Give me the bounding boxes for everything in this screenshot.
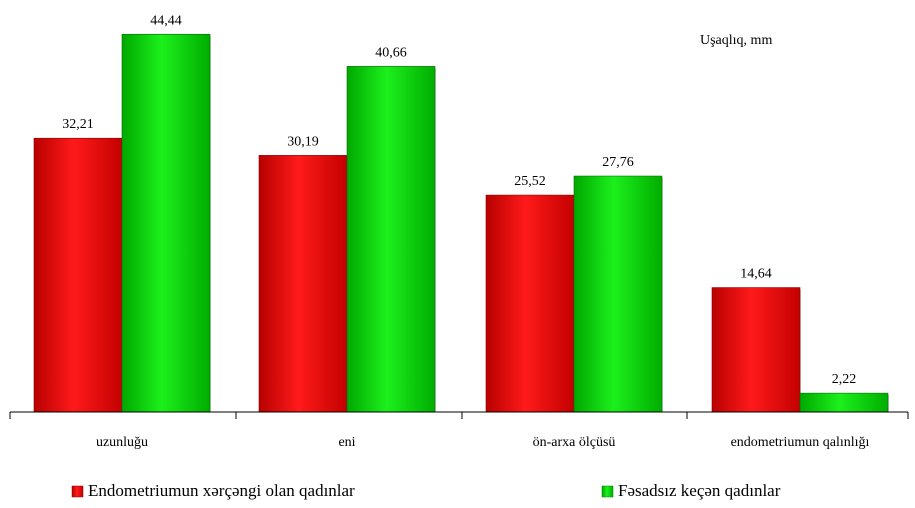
- category-labels-group: uzunluğu eni ön-arxa ölçüsü endometriumun q…: [96, 435, 870, 450]
- legend-swatch-red: [71, 485, 84, 498]
- value-label-series-1-3: 25,52: [514, 174, 546, 189]
- category-label-4: endometriumun qalınlığı: [731, 435, 870, 450]
- value-label-series-2-3: 27,76: [602, 155, 634, 170]
- value-label-series-1-4: 14,64: [740, 267, 772, 282]
- category-label-2: eni: [338, 435, 355, 450]
- bar-series-2-4: [799, 392, 889, 413]
- bar-series-2-2: [346, 66, 436, 413]
- bar-series-2-1: [121, 33, 211, 413]
- value-label-series-1-2: 30,19: [287, 134, 319, 149]
- bar-series-2-3: [573, 175, 663, 413]
- bar-series-1-4: [711, 287, 801, 413]
- bar-series-1-2: [258, 155, 348, 413]
- value-label-series-2-1: 44,44: [150, 13, 182, 28]
- bar-series-1-3: [485, 194, 575, 413]
- bar-series-1-1: [33, 137, 123, 413]
- legend-label-series-1: Endometriumun xərçəngi olan qadınlar: [88, 481, 355, 500]
- legend-label-series-2: Fəsadsız keçən qadınlar: [618, 481, 781, 500]
- legend: Endometriumun xərçəngi olan qadınlar Fəs…: [71, 481, 781, 500]
- value-label-series-2-2: 40,66: [375, 45, 407, 60]
- value-labels-group: 32,21 44,44 30,19 40,66 25,52 27,76 14,64 2,22: [62, 13, 856, 387]
- bars-group: [33, 33, 889, 413]
- category-label-3: ön-arxa ölçüsü: [533, 435, 616, 450]
- legend-swatch-green: [601, 485, 614, 498]
- value-label-series-2-4: 2,22: [832, 372, 857, 387]
- x-axis-ticks: [9, 412, 909, 419]
- unit-label: Uşaqlıq, mm: [700, 33, 772, 48]
- category-label-1: uzunluğu: [96, 435, 148, 450]
- value-label-series-1-1: 32,21: [62, 117, 94, 132]
